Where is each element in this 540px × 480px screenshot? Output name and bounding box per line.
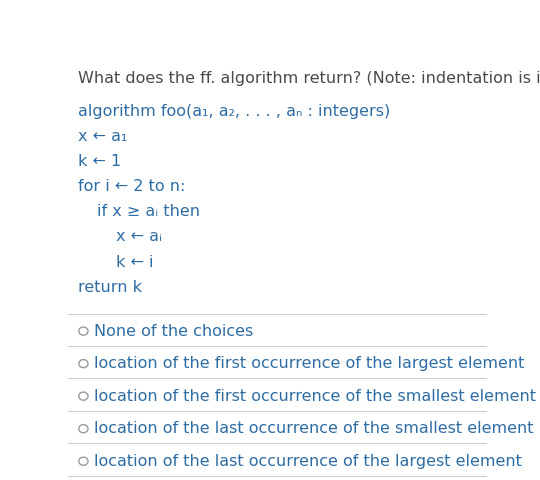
Text: k ← 1: k ← 1: [78, 154, 121, 169]
Text: x ← a₁: x ← a₁: [78, 129, 127, 144]
Text: if x ≥ aᵢ then: if x ≥ aᵢ then: [97, 204, 200, 219]
Text: algorithm foo(a₁, a₂, . . . , aₙ : integers): algorithm foo(a₁, a₂, . . . , aₙ : integ…: [78, 104, 390, 119]
Text: x ← aᵢ: x ← aᵢ: [116, 229, 161, 244]
Text: return k: return k: [78, 280, 142, 295]
Text: location of the last occurrence of the largest element: location of the last occurrence of the l…: [94, 454, 522, 468]
Text: What does the ff. algorithm return? (Note: indentation is important): What does the ff. algorithm return? (Not…: [78, 71, 540, 85]
Text: k ← i: k ← i: [116, 254, 153, 270]
Text: location of the first occurrence of the largest element: location of the first occurrence of the …: [94, 356, 524, 371]
Text: location of the last occurrence of the smallest element: location of the last occurrence of the s…: [94, 421, 534, 436]
Text: location of the first occurrence of the smallest element: location of the first occurrence of the …: [94, 389, 536, 404]
Text: None of the choices: None of the choices: [94, 324, 253, 338]
Text: for i ← 2 to n:: for i ← 2 to n:: [78, 179, 185, 194]
